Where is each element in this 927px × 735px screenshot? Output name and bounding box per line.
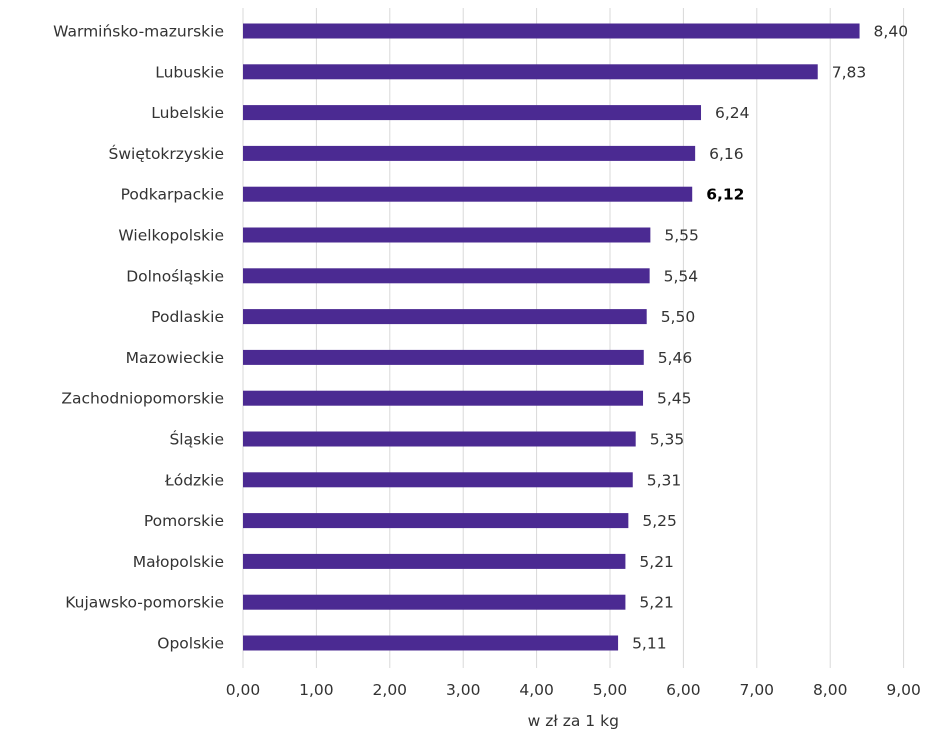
bar <box>243 431 636 447</box>
value-label: 8,40 <box>874 23 909 41</box>
category-label: Pomorskie <box>144 512 224 530</box>
bar <box>243 309 647 325</box>
bar <box>243 268 650 284</box>
value-label: 5,31 <box>647 471 682 489</box>
bar <box>243 186 693 202</box>
value-label: 5,11 <box>632 635 667 653</box>
value-label: 6,12 <box>706 186 744 204</box>
value-label: 5,55 <box>664 227 699 245</box>
category-label: Lubuskie <box>155 63 224 81</box>
category-label: Dolnośląskie <box>126 267 224 285</box>
bar <box>243 105 702 121</box>
value-label: 6,24 <box>715 104 750 122</box>
value-label: 5,50 <box>661 308 696 326</box>
x-tick-label: 0,00 <box>226 681 261 699</box>
value-label: 5,45 <box>657 390 692 408</box>
category-label: Śląskie <box>169 430 224 449</box>
category-label: Warmińsko-mazurskie <box>53 23 224 41</box>
bar <box>243 390 644 406</box>
category-label: Podkarpackie <box>121 186 224 204</box>
value-label: 5,21 <box>639 594 674 612</box>
x-tick-label: 6,00 <box>666 681 701 699</box>
x-tick-label: 7,00 <box>740 681 775 699</box>
x-tick-label: 1,00 <box>299 681 334 699</box>
x-tick-label: 9,00 <box>886 681 921 699</box>
value-label: 5,25 <box>642 512 677 530</box>
bar <box>243 513 629 529</box>
bar <box>243 145 696 161</box>
bar <box>243 349 644 365</box>
category-label: Zachodniopomorskie <box>61 390 224 408</box>
value-label: 5,21 <box>639 553 674 571</box>
bar <box>243 472 633 488</box>
category-label: Świętokrzyskie <box>109 144 224 163</box>
category-label: Wielkopolskie <box>118 227 224 245</box>
x-tick-label: 8,00 <box>813 681 848 699</box>
x-tick-label: 3,00 <box>446 681 481 699</box>
x-tick-labels: 0,00 1,00 2,00 3,00 4,00 5,00 6,00 7,00 8,00 9,00 <box>226 681 921 699</box>
x-tick-label: 4,00 <box>519 681 554 699</box>
value-label: 7,83 <box>832 63 867 81</box>
bar <box>243 23 860 39</box>
bars-group <box>243 23 860 651</box>
bar <box>243 594 626 610</box>
category-label: Mazowieckie <box>126 349 224 367</box>
value-label: 5,54 <box>664 267 699 285</box>
category-label: Łódzkie <box>164 471 224 489</box>
value-labels: 8,40 7,83 6,24 6,16 6,12 5,55 5,54 5,50 5,46 5,45… <box>632 23 908 653</box>
bar <box>243 64 818 80</box>
bar <box>243 227 651 243</box>
category-label: Małopolskie <box>133 553 224 571</box>
bar <box>243 635 619 651</box>
bar <box>243 553 626 569</box>
category-label: Lubelskie <box>151 104 224 122</box>
x-axis-title: w zł za 1 kg <box>528 712 619 730</box>
value-label: 6,16 <box>709 145 744 163</box>
category-label: Opolskie <box>157 635 224 653</box>
value-label: 5,35 <box>650 431 685 449</box>
category-labels: Warmińsko-mazurskie Lubuskie Lubelskie Świę… <box>53 23 224 653</box>
x-tick-label: 5,00 <box>593 681 628 699</box>
x-tick-label: 2,00 <box>373 681 408 699</box>
value-label: 5,46 <box>658 349 693 367</box>
category-label: Podlaskie <box>151 308 224 326</box>
category-label: Kujawsko-pomorskie <box>65 594 224 612</box>
